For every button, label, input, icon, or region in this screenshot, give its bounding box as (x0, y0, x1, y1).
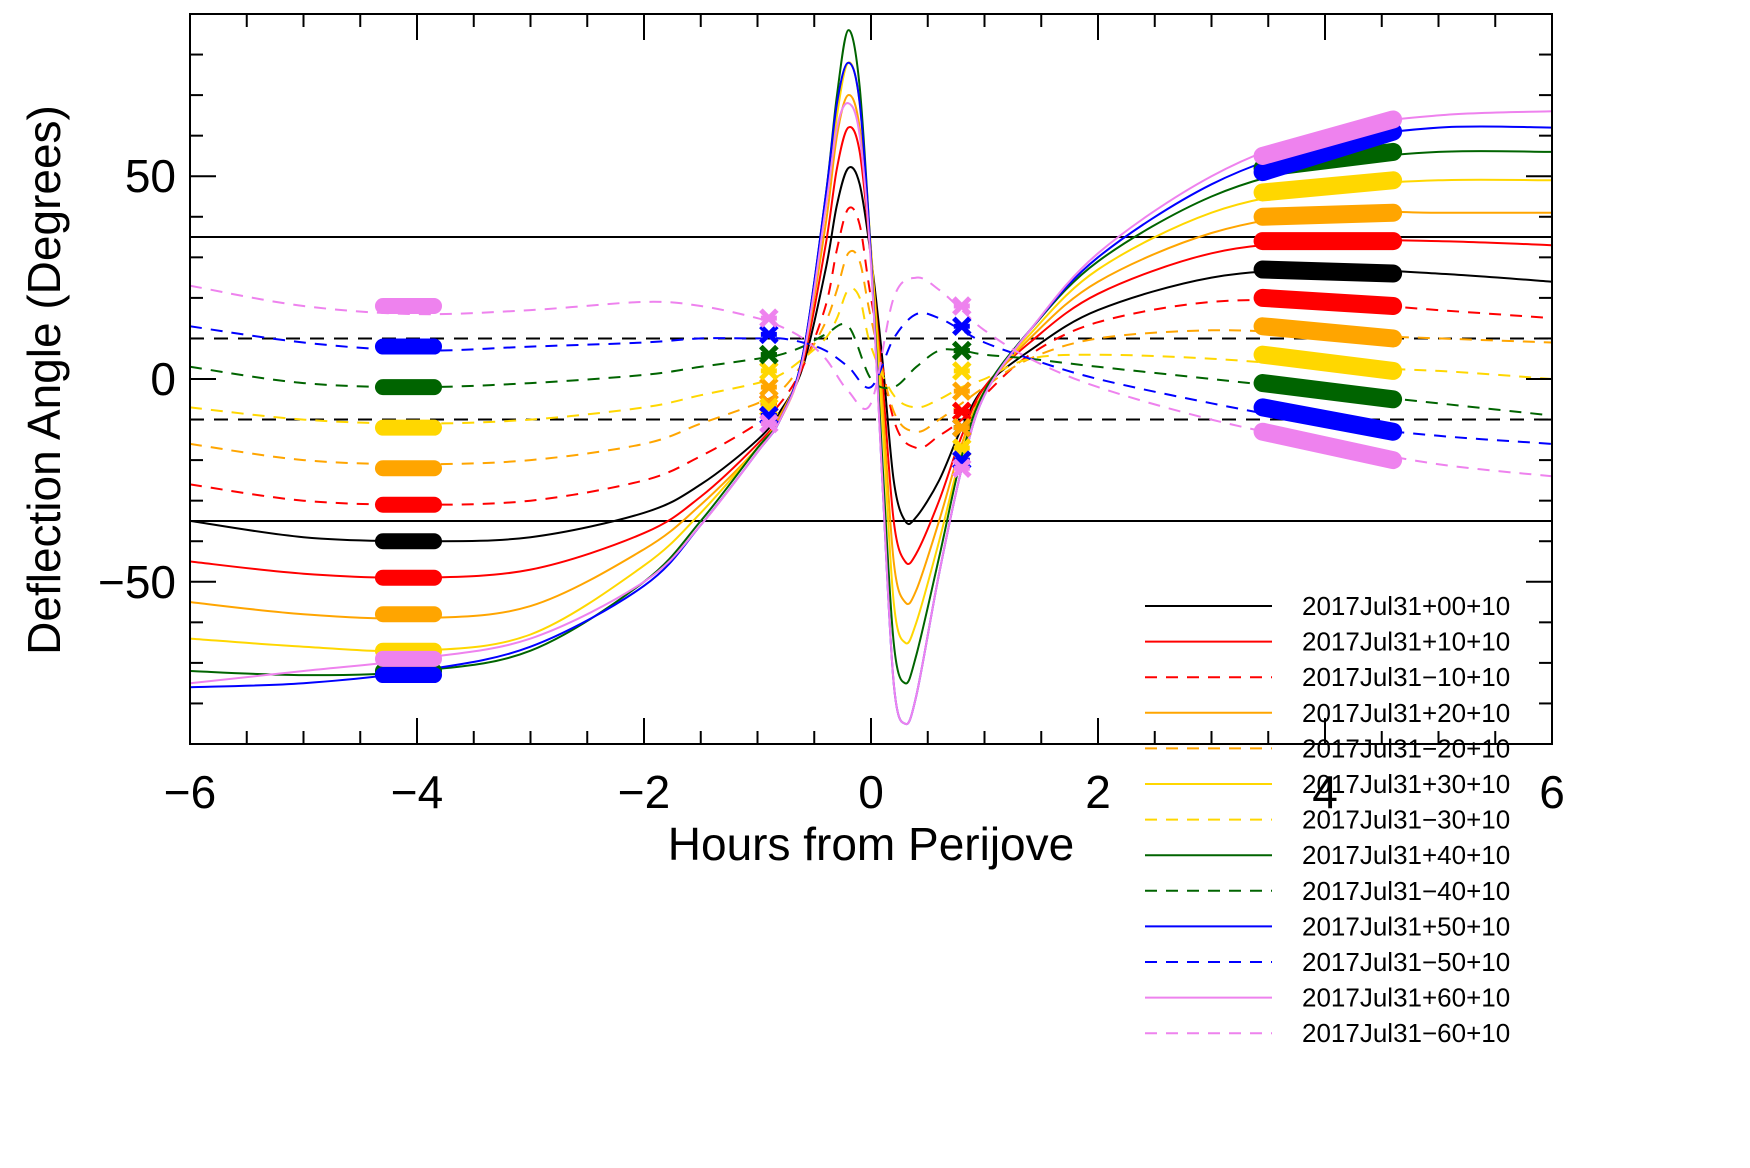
x-tick-label: 6 (1539, 766, 1565, 818)
marker-cluster--0.9-3 (759, 377, 779, 397)
legend: 2017Jul31+00+10 2017Jul31+10+10 2017Jul31−… (1145, 591, 1510, 1048)
marker-cluster-0.8-5 (952, 361, 972, 381)
series-lines (190, 29, 1552, 726)
series-markers (374, 110, 1403, 684)
y-axis-title: Deflection Angle (Degrees) (18, 105, 70, 655)
series-line-11 (190, 102, 1552, 726)
marker-cluster-0.8-11 (952, 458, 972, 478)
marker-cluster--0.9-12 (759, 308, 779, 328)
marker-cluster--0.9-5 (759, 361, 779, 381)
marker-cluster--0.9-8 (759, 344, 779, 365)
marker-band-right-2 (1253, 288, 1403, 315)
marker-band-right-0 (1253, 260, 1403, 283)
legend-label-7: 2017Jul31+40+10 (1302, 840, 1510, 870)
legend-label-8: 2017Jul31−40+10 (1302, 876, 1510, 906)
series-line-12 (190, 276, 1552, 478)
marker-band-right-10 (1253, 398, 1403, 441)
marker-band-right-4 (1253, 317, 1403, 348)
legend-label-1: 2017Jul31+10+10 (1302, 627, 1510, 657)
legend-label-0: 2017Jul31+00+10 (1302, 591, 1510, 621)
series-line-8 (190, 322, 1552, 417)
legend-label-12: 2017Jul31−60+10 (1302, 1018, 1510, 1048)
marker-cluster--0.9-11 (759, 413, 779, 434)
marker-cluster-0.8-12 (952, 296, 972, 316)
legend-label-10: 2017Jul31−50+10 (1302, 947, 1510, 977)
legend-label-11: 2017Jul31+60+10 (1302, 983, 1510, 1013)
series-line-10 (190, 311, 1552, 445)
series-line-6 (190, 287, 1552, 425)
marker-band-right-12 (1253, 422, 1403, 470)
x-tick-label: 2 (1085, 766, 1111, 818)
marker-band-right-11 (1253, 110, 1403, 165)
x-tick-label: −4 (391, 766, 443, 818)
y-tick-label: 0 (150, 353, 176, 405)
marker-cluster-0.8-3 (952, 381, 972, 401)
marker-band-right-6 (1253, 345, 1403, 380)
series-line-4 (190, 249, 1552, 466)
marker-band-right-8 (1253, 374, 1403, 409)
marker-band-right-3 (1253, 203, 1403, 226)
y-tick-label: 50 (125, 150, 176, 202)
legend-label-5: 2017Jul31+30+10 (1302, 769, 1510, 799)
legend-label-6: 2017Jul31−30+10 (1302, 805, 1510, 835)
legend-label-3: 2017Jul31+20+10 (1302, 698, 1510, 728)
x-tick-label: 0 (858, 766, 884, 818)
tick-labels: −6 −4 −2 0 2 4 6 −50 0 50 (98, 150, 1565, 818)
legend-label-4: 2017Jul31−20+10 (1302, 733, 1510, 763)
legend-label-2: 2017Jul31−10+10 (1302, 662, 1510, 692)
x-tick-label: −2 (618, 766, 670, 818)
x-axis-title: Hours from Perijove (668, 818, 1074, 870)
y-tick-label: −50 (98, 556, 176, 608)
series-line-2 (190, 206, 1552, 506)
marker-cluster-0.8-10 (952, 316, 972, 337)
axis-ticks (189, 14, 1553, 744)
marker-band-right-9 (1253, 122, 1403, 182)
legend-label-9: 2017Jul31+50+10 (1302, 911, 1510, 941)
x-tick-label: 4 (1312, 766, 1338, 818)
marker-band-right-5 (1253, 171, 1403, 202)
marker-cluster-0.8-2 (952, 401, 972, 422)
x-tick-label: −6 (164, 766, 216, 818)
marker-cluster--0.9-10 (759, 324, 779, 345)
marker-cluster-0.8-8 (952, 340, 972, 361)
marker-cluster-0.8-4 (952, 417, 972, 438)
